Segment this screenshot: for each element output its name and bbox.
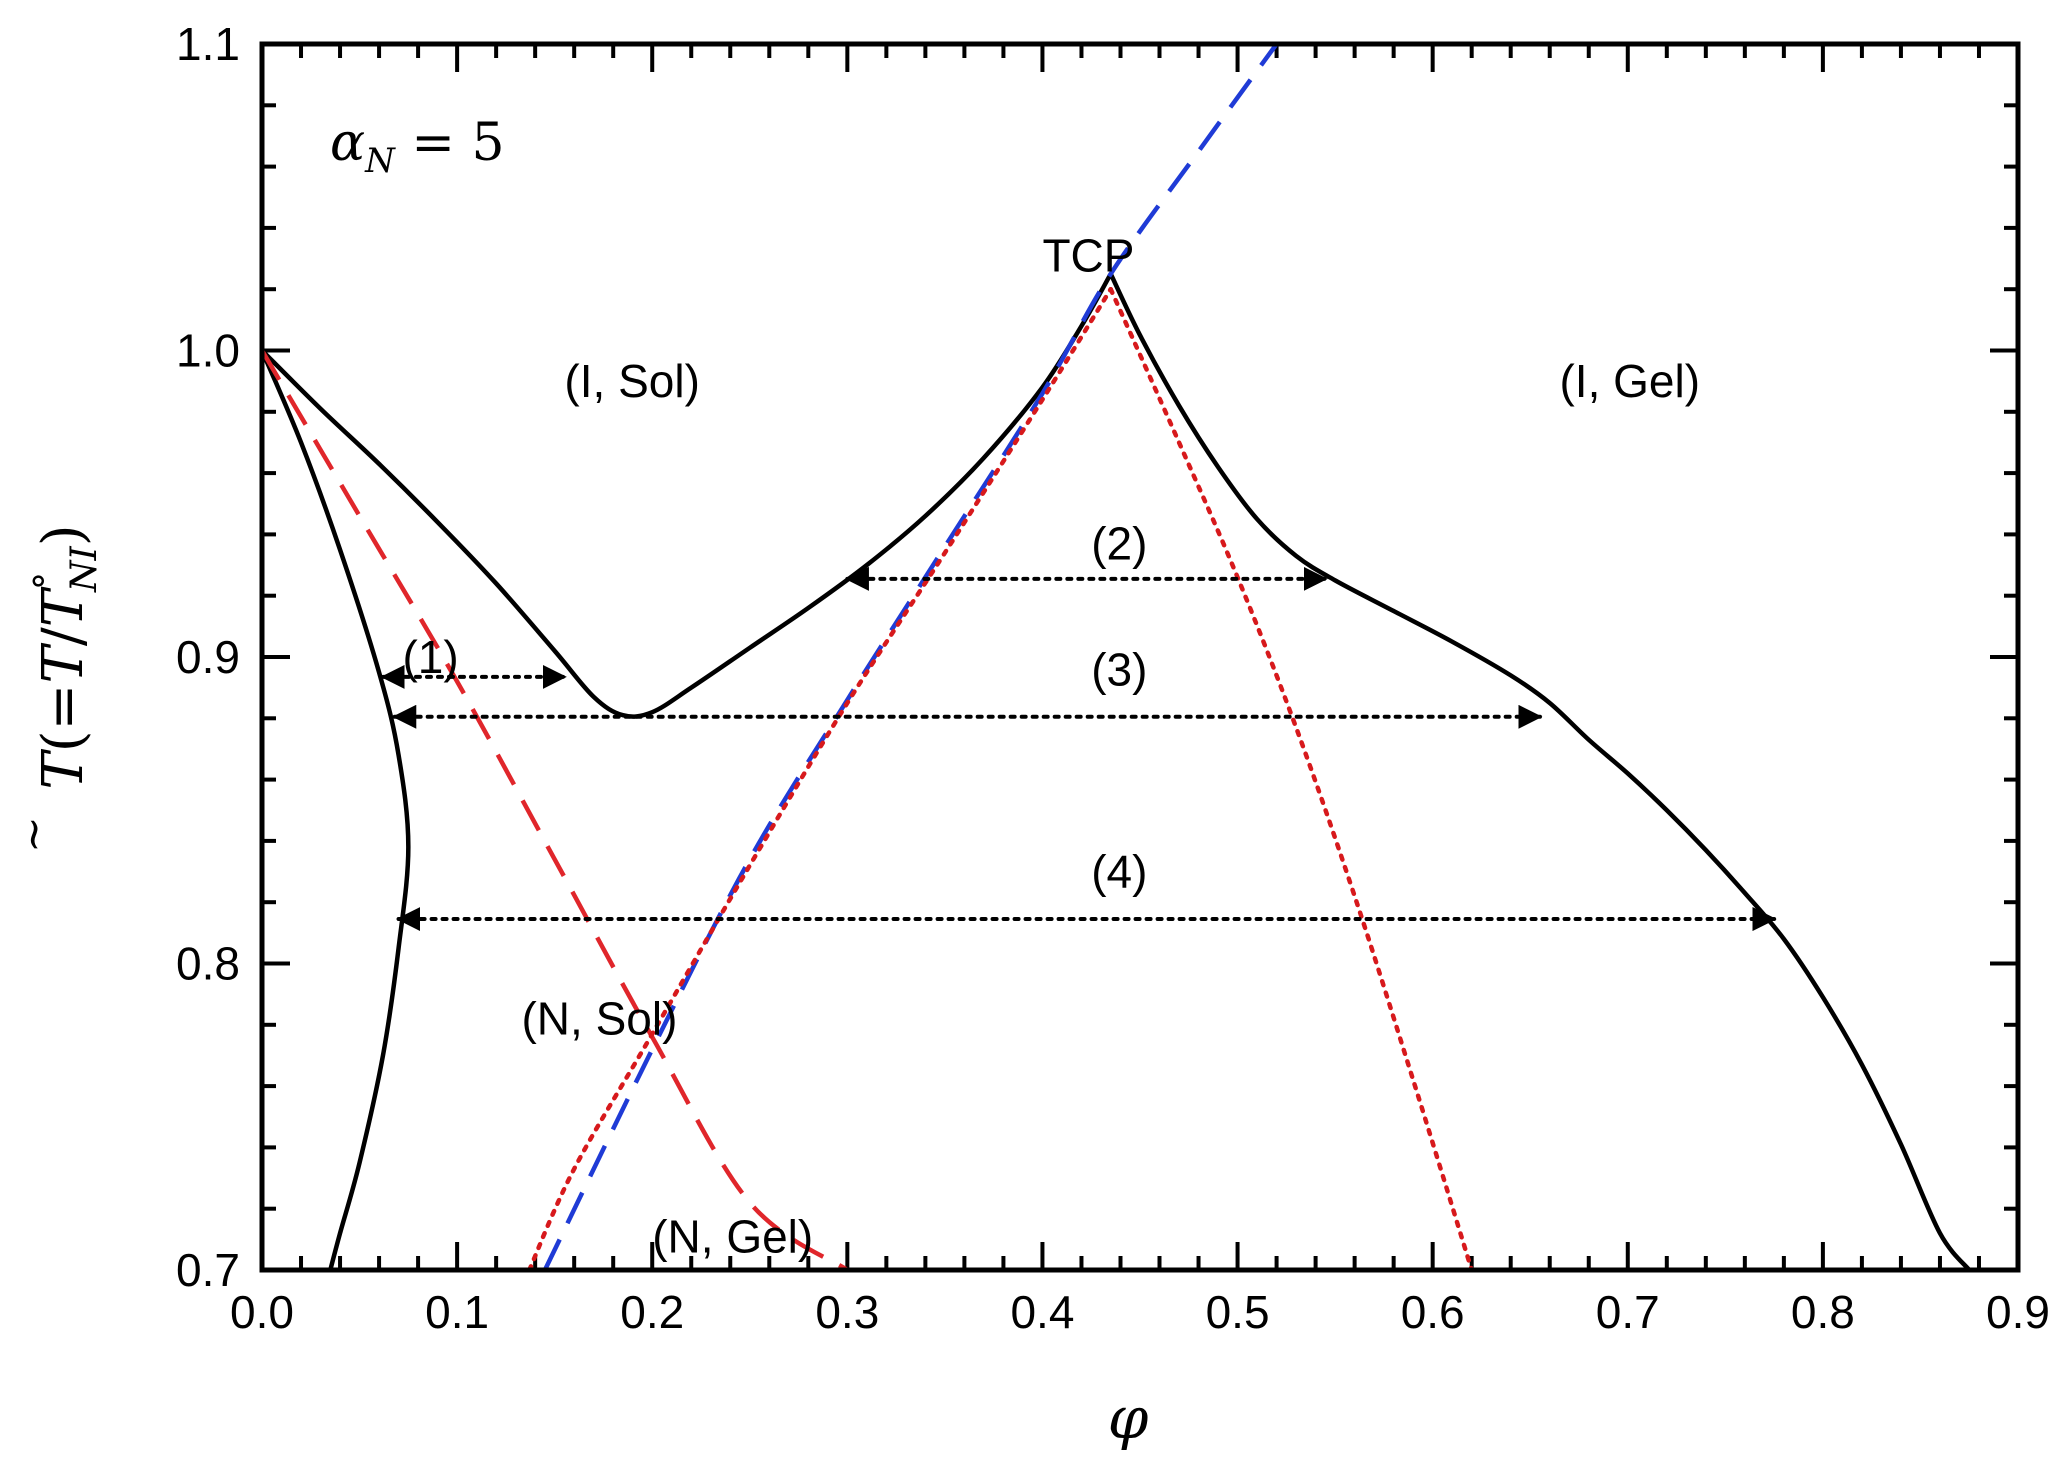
- y-label-degree: °: [28, 572, 69, 590]
- annotations: TCP (I, Sol) (I, Gel) (N, Sol) (N, Gel): [521, 229, 1700, 1262]
- tick-labels: 0.0 0.1 0.2 0.3 0.4 0.5 0.6 0.7 0.8 0.9 0.7 0.8 0.9 1…: [176, 18, 2050, 1338]
- y-label-open: (=: [31, 684, 96, 753]
- x-tick-label: 0.2: [620, 1286, 684, 1338]
- blue-dashed-line: [542, 44, 1279, 1270]
- red-dotted-spinodal-right: [1108, 286, 1474, 1270]
- binodal-isotropic-left: [262, 272, 1113, 719]
- x-tick-label: 0.3: [815, 1286, 879, 1338]
- red-dashed-spinodal: [262, 349, 849, 1270]
- annotation-label: (I, Gel): [1559, 355, 1700, 407]
- tie-line-label-3: (3): [1091, 643, 1147, 695]
- annotation-label: (I, Sol): [564, 355, 699, 407]
- x-tick-label: 0.9: [1986, 1286, 2050, 1338]
- annotation-label: TCP: [1042, 229, 1134, 281]
- y-label-close: ): [31, 524, 96, 546]
- y-label-slash: /: [31, 627, 96, 646]
- x-tick-label: 0.5: [1206, 1286, 1270, 1338]
- x-tick-label: 0.7: [1596, 1286, 1660, 1338]
- annotation-label: (N, Gel): [652, 1210, 813, 1262]
- y-label-tilde: ~: [8, 816, 59, 853]
- tie-line-label-2: (2): [1091, 518, 1147, 570]
- parameter-symbol: α: [330, 113, 365, 173]
- y-label-T2: T: [31, 643, 96, 684]
- binodal-left-sol-branch: [262, 349, 411, 1270]
- y-tick-label: 1.0: [176, 325, 240, 377]
- y-label-subscript: NI: [64, 545, 105, 593]
- x-axis-label: φ: [1108, 1384, 1149, 1452]
- plot-frame: [259, 41, 2021, 1273]
- x-tick-label: 0.6: [1401, 1286, 1465, 1338]
- y-label-T3: T: [31, 586, 96, 627]
- tie-line-label-4: (4): [1091, 846, 1147, 898]
- parameter-subscript: N: [364, 141, 396, 181]
- x-tick-label: 0.1: [425, 1286, 489, 1338]
- tie-lines: (1) (2) (3) (4): [380, 518, 1777, 932]
- y-axis-label: T(=T/T°NI) ~: [8, 524, 105, 853]
- x-tick-label: 0.4: [1010, 1286, 1074, 1338]
- svg-text:T(=T/T°NI): T(=T/T°NI): [28, 524, 105, 789]
- y-tick-label: 1.1: [176, 18, 240, 70]
- y-tick-label: 0.9: [176, 631, 240, 683]
- y-label-T: T: [31, 749, 96, 790]
- y-tick-label: 0.8: [176, 938, 240, 990]
- binodal-isotropic-right: [1108, 272, 1971, 1270]
- tie-line-label-1: (1): [402, 631, 458, 683]
- x-tick-label: 0.8: [1791, 1286, 1855, 1338]
- annotation-label: (N, Sol): [521, 993, 677, 1045]
- y-tick-label: 0.7: [176, 1244, 240, 1296]
- parameter-label: αN = 5: [330, 113, 505, 181]
- parameter-value: = 5: [395, 113, 505, 173]
- x-tick-label: 0.0: [230, 1286, 294, 1338]
